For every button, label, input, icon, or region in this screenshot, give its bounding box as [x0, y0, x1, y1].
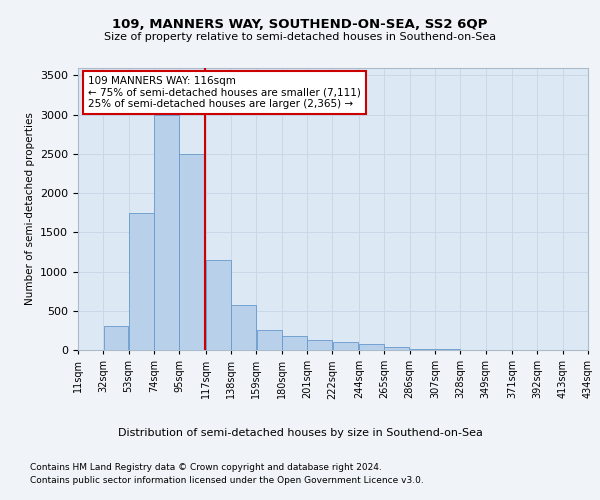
Bar — [410, 349, 434, 350]
Text: Size of property relative to semi-detached houses in Southend-on-Sea: Size of property relative to semi-detach… — [104, 32, 496, 42]
Bar — [282, 336, 307, 350]
Bar — [359, 344, 384, 350]
Bar — [129, 212, 154, 350]
Bar — [179, 154, 205, 350]
Bar — [385, 347, 409, 350]
Bar — [232, 305, 256, 350]
Bar — [154, 114, 179, 350]
Text: Contains public sector information licensed under the Open Government Licence v3: Contains public sector information licen… — [30, 476, 424, 485]
Text: Distribution of semi-detached houses by size in Southend-on-Sea: Distribution of semi-detached houses by … — [118, 428, 482, 438]
Bar — [104, 326, 128, 350]
Text: Contains HM Land Registry data © Crown copyright and database right 2024.: Contains HM Land Registry data © Crown c… — [30, 462, 382, 471]
Bar — [206, 260, 231, 350]
Bar — [307, 340, 332, 350]
Y-axis label: Number of semi-detached properties: Number of semi-detached properties — [25, 112, 35, 305]
Text: 109 MANNERS WAY: 116sqm
← 75% of semi-detached houses are smaller (7,111)
25% of: 109 MANNERS WAY: 116sqm ← 75% of semi-de… — [88, 76, 361, 109]
Text: 109, MANNERS WAY, SOUTHEND-ON-SEA, SS2 6QP: 109, MANNERS WAY, SOUTHEND-ON-SEA, SS2 6… — [112, 18, 488, 30]
Bar — [332, 342, 358, 350]
Bar — [257, 330, 281, 350]
